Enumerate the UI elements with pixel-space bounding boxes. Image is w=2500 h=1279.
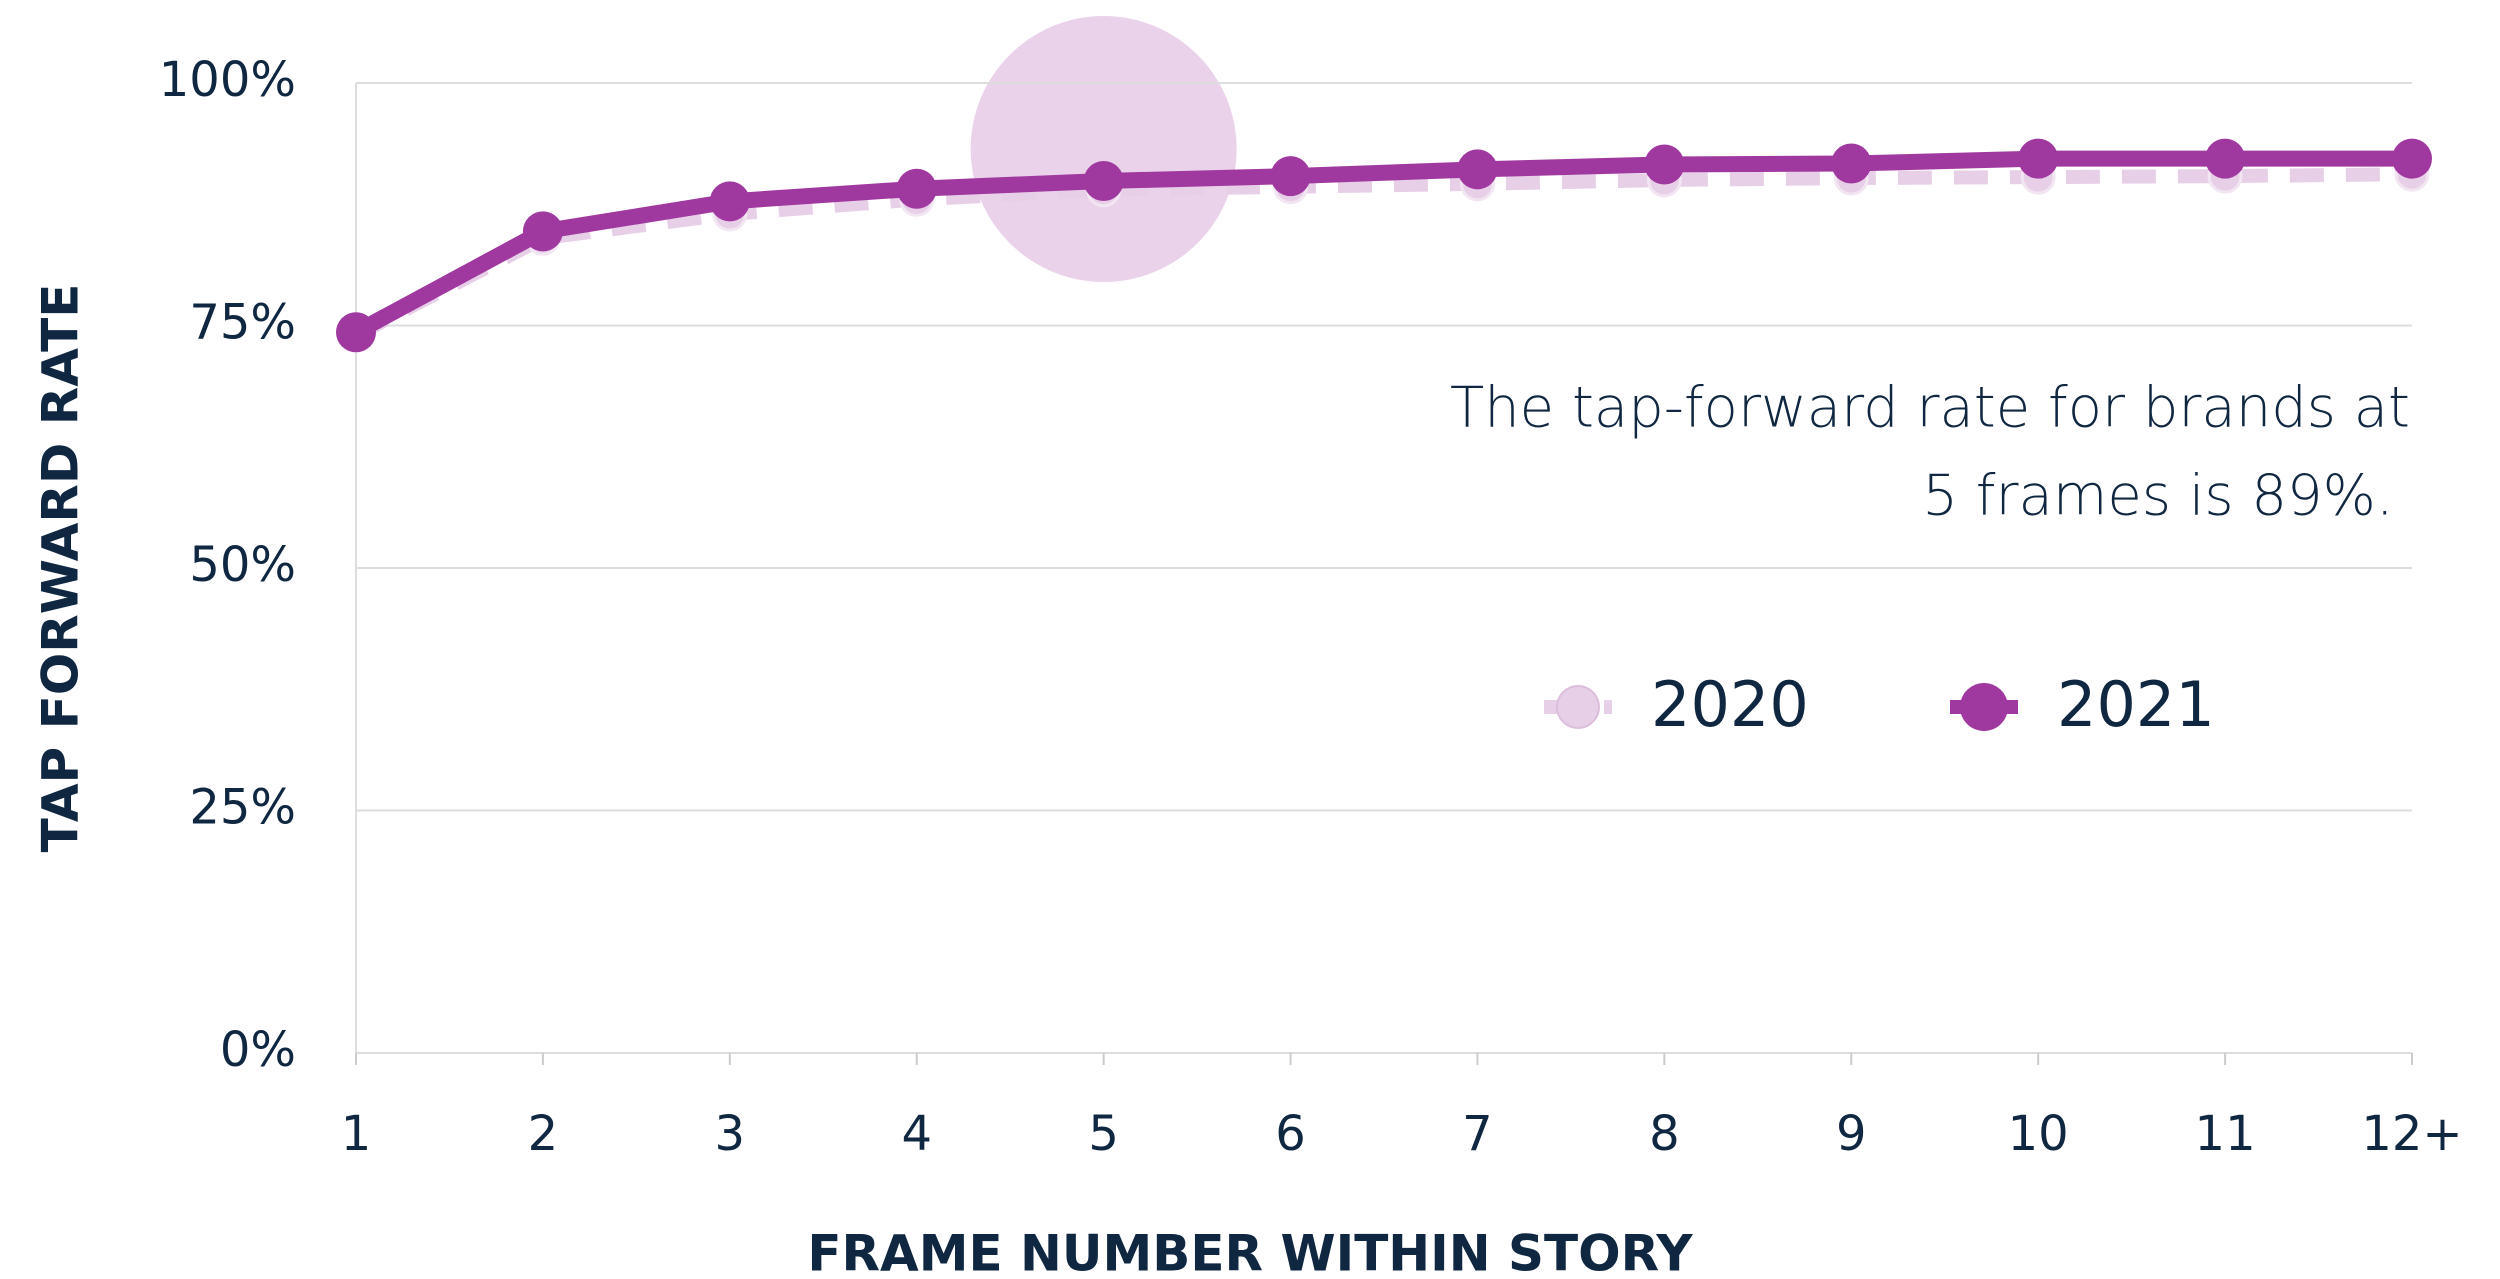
point (1644, 144, 1685, 185)
x-tick-label: 5 (1088, 1106, 1119, 1162)
point (1457, 149, 1498, 190)
series-line (352, 167, 2413, 342)
point (1083, 160, 1124, 201)
point (336, 312, 376, 353)
x-tick-label: 3 (715, 1106, 746, 1162)
series-line (352, 150, 2412, 340)
point (709, 181, 750, 222)
x-tick-label: 1 (341, 1106, 372, 1162)
y-tick-label: 100% (159, 52, 296, 108)
y-axis-title: TAP FORWARD RATE (32, 284, 90, 853)
x-tick-label: 9 (1836, 1106, 1867, 1162)
highlight (970, 16, 1237, 282)
x-tick-label: 8 (1649, 1106, 1680, 1162)
x-tick-label: 7 (1462, 1106, 1493, 1162)
x-axis-title: FRAME NUMBER WITHIN STORY (807, 1225, 1693, 1279)
point (1831, 143, 1872, 184)
y-tick-label: 50% (189, 537, 296, 593)
annotation: 5 frames is 89%. (1922, 463, 2393, 528)
point (2205, 138, 2246, 179)
y-tick-label: 25% (189, 780, 296, 836)
legend-label: 2021 (2057, 668, 2215, 741)
x-tick-label: 10 (2008, 1106, 2069, 1162)
x-tick-label: 6 (1275, 1106, 1306, 1162)
legend-label: 2020 (1651, 668, 1809, 741)
y-tick-label: 75% (189, 295, 296, 351)
point (896, 168, 937, 209)
legend-marker (1960, 683, 2008, 731)
x-tick-label: 11 (2195, 1106, 2256, 1162)
legend-marker (1556, 685, 1600, 729)
point (2392, 138, 2432, 179)
x-tick-label: 12+ (2361, 1106, 2462, 1162)
point (522, 211, 563, 252)
x-tick-label: 4 (901, 1106, 932, 1162)
annotation: The tap-forward rate for brands at (1450, 375, 2410, 440)
y-tick-label: 0% (220, 1022, 296, 1078)
point (1270, 156, 1311, 197)
point (2018, 138, 2059, 179)
x-tick-label: 2 (528, 1106, 559, 1162)
